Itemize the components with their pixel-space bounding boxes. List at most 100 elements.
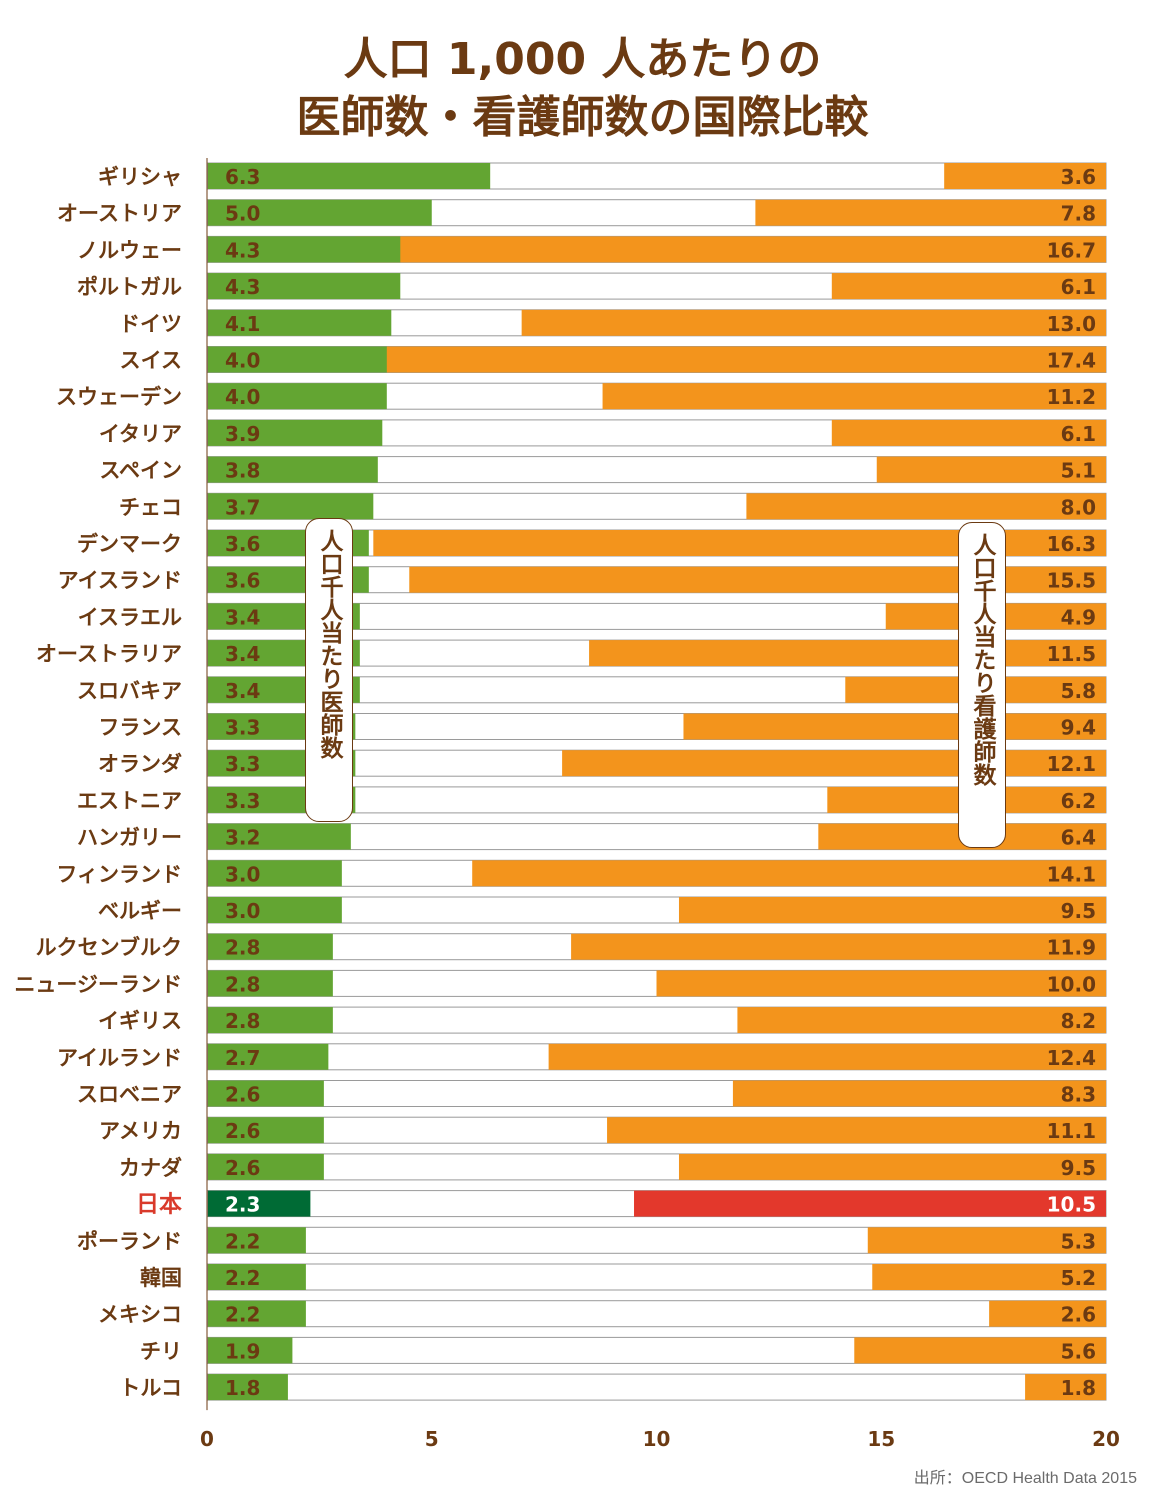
nurse-value-label: 6.1 — [1061, 275, 1096, 299]
category-label: ニュージーランド — [14, 972, 182, 996]
nurse-value-label: 11.9 — [1047, 936, 1096, 960]
nurse-bar — [831, 419, 1106, 446]
nurse-value-label: 1.8 — [1061, 1376, 1096, 1400]
nurse-value-label: 4.9 — [1061, 605, 1096, 629]
category-label: アイルランド — [57, 1046, 182, 1070]
doctor-value-label: 2.7 — [225, 1046, 260, 1070]
nurse-bar — [602, 383, 1106, 410]
category-label: アイスランド — [58, 569, 182, 593]
category-label: アメリカ — [99, 1119, 182, 1143]
nurse-bar — [746, 493, 1106, 520]
nurse-value-label: 5.1 — [1061, 459, 1096, 483]
category-label: スロバキア — [77, 679, 182, 703]
doctor-value-label: 2.2 — [225, 1266, 260, 1290]
nurse-value-label: 9.5 — [1061, 899, 1096, 923]
nurse-bar — [521, 309, 1106, 336]
nurse-bar — [876, 456, 1106, 483]
nurse-value-label: 2.6 — [1061, 1303, 1096, 1327]
nurse-value-label: 15.5 — [1047, 569, 1096, 593]
x-tick-label: 15 — [867, 1427, 895, 1451]
doctor-value-label: 2.6 — [225, 1119, 260, 1143]
nurse-value-label: 6.2 — [1061, 789, 1096, 813]
doctor-value-label: 3.3 — [225, 789, 260, 813]
doctor-bar — [208, 1300, 306, 1327]
doctor-value-label: 2.6 — [225, 1083, 260, 1107]
nurse-value-label: 13.0 — [1047, 312, 1096, 336]
nurse-bar — [607, 1117, 1106, 1144]
nurse-value-label: 16.7 — [1047, 238, 1096, 262]
nurse-value-label: 8.3 — [1061, 1083, 1096, 1107]
doctor-bar — [208, 1043, 329, 1070]
category-label: イスラエル — [78, 605, 182, 629]
category-label: チリ — [140, 1339, 182, 1363]
nurse-bar — [831, 273, 1106, 300]
nurse-value-label: 7.8 — [1061, 202, 1096, 226]
doctor-value-label: 1.9 — [225, 1339, 260, 1363]
doctor-value-label: 4.3 — [225, 238, 260, 262]
category-label: ポルトガル — [77, 275, 182, 299]
nurse-bar — [867, 1227, 1106, 1254]
nurse-value-label: 5.8 — [1061, 679, 1096, 703]
category-label: オーストリア — [57, 202, 182, 226]
nurse-value-label: 11.2 — [1047, 385, 1096, 409]
nurse-bar — [678, 1153, 1106, 1180]
nurse-value-label: 12.4 — [1047, 1046, 1096, 1070]
category-label: オーストラリア — [36, 642, 182, 666]
category-label: ノルウェー — [77, 238, 182, 262]
nurse-bar — [562, 750, 1106, 777]
doctor-bar — [208, 309, 392, 336]
category-label: イタリア — [99, 422, 182, 446]
doctor-bar — [208, 419, 383, 446]
bar-track — [207, 1373, 1107, 1401]
doctor-value-label: 3.3 — [225, 752, 260, 776]
nurse-value-label: 10.5 — [1047, 1193, 1096, 1217]
doctor-value-label: 3.9 — [225, 422, 260, 446]
nurse-bar — [323, 346, 1106, 373]
category-label: ハンガリー — [77, 826, 182, 850]
nurse-value-label: 6.1 — [1061, 422, 1096, 446]
doctor-value-label: 3.4 — [225, 642, 260, 666]
doctor-bar — [208, 199, 432, 226]
doctor-value-label: 4.0 — [225, 385, 260, 409]
doctor-bar — [208, 163, 491, 189]
x-tick-label: 20 — [1092, 1427, 1120, 1451]
nurse-value-label: 12.1 — [1047, 752, 1096, 776]
doctor-value-label: 2.3 — [225, 1193, 260, 1217]
category-label: 日本 — [136, 1192, 182, 1218]
nurse-bar — [678, 897, 1106, 923]
source-note: 出所：OECD Health Data 2015 — [913, 1470, 1137, 1487]
nurse-value-label: 10.0 — [1047, 972, 1096, 996]
x-tick-label: 10 — [643, 1427, 671, 1451]
doctor-bar — [208, 1190, 311, 1217]
nurse-value-label: 11.1 — [1047, 1119, 1096, 1143]
doctor-bar — [208, 1153, 324, 1180]
category-label: ルクセンブルク — [36, 936, 182, 960]
doctor-bar — [208, 456, 378, 483]
doctor-value-label: 4.0 — [225, 349, 260, 373]
nurse-value-label: 5.2 — [1061, 1266, 1096, 1290]
nurse-value-label: 3.6 — [1061, 165, 1096, 189]
doctor-bar — [208, 493, 374, 520]
doctor-bar — [208, 860, 342, 887]
nurse-bar — [571, 933, 1106, 960]
doctor-value-label: 4.3 — [225, 275, 260, 299]
category-label: スペイン — [99, 459, 182, 483]
nurse-bar — [472, 860, 1107, 887]
nurse-bar — [683, 713, 1106, 740]
category-label: デンマーク — [77, 532, 182, 556]
doctor-bar — [208, 823, 351, 850]
doctor-bar — [208, 1264, 306, 1290]
doctor-bar — [208, 1374, 288, 1401]
nurse-bar — [854, 1337, 1106, 1364]
doctor-bar — [208, 1117, 324, 1144]
nurse-value-label: 17.4 — [1047, 349, 1096, 373]
doctor-value-label: 2.2 — [225, 1303, 260, 1327]
doctor-value-label: 6.3 — [225, 165, 260, 189]
nurse-bar — [634, 1190, 1106, 1217]
doctor-value-label: 3.3 — [225, 716, 260, 740]
nurse-bar — [589, 640, 1106, 667]
x-tick-label: 0 — [200, 1427, 214, 1451]
doctor-value-label: 3.6 — [225, 532, 260, 556]
doctor-bar — [208, 346, 387, 373]
category-label: メキシコ — [98, 1303, 182, 1327]
